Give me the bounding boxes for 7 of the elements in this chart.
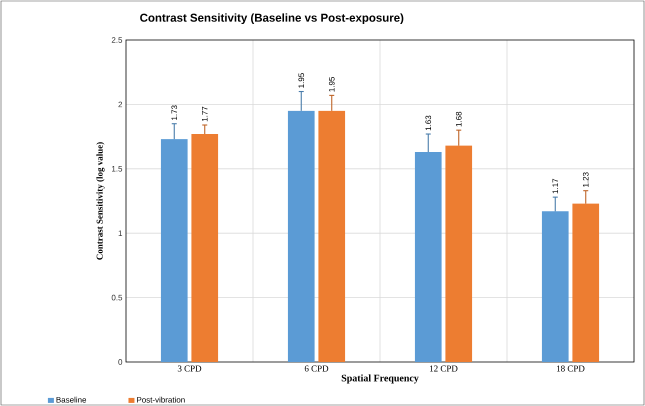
x-tick-label: 18 CPD [556, 366, 584, 372]
x-tick-label: 6 CPD [304, 366, 328, 372]
x-axis-title: Spatial Frequency [342, 374, 419, 384]
x-tick-label: 3 CPD [178, 366, 202, 372]
y-axis-title: Contrast Sensitivity (log value) [96, 142, 105, 260]
x-tick-label: 12 CPD [430, 366, 458, 372]
chart-title: Contrast Sensitivity (Baseline vs Post-exposure) [140, 13, 404, 24]
